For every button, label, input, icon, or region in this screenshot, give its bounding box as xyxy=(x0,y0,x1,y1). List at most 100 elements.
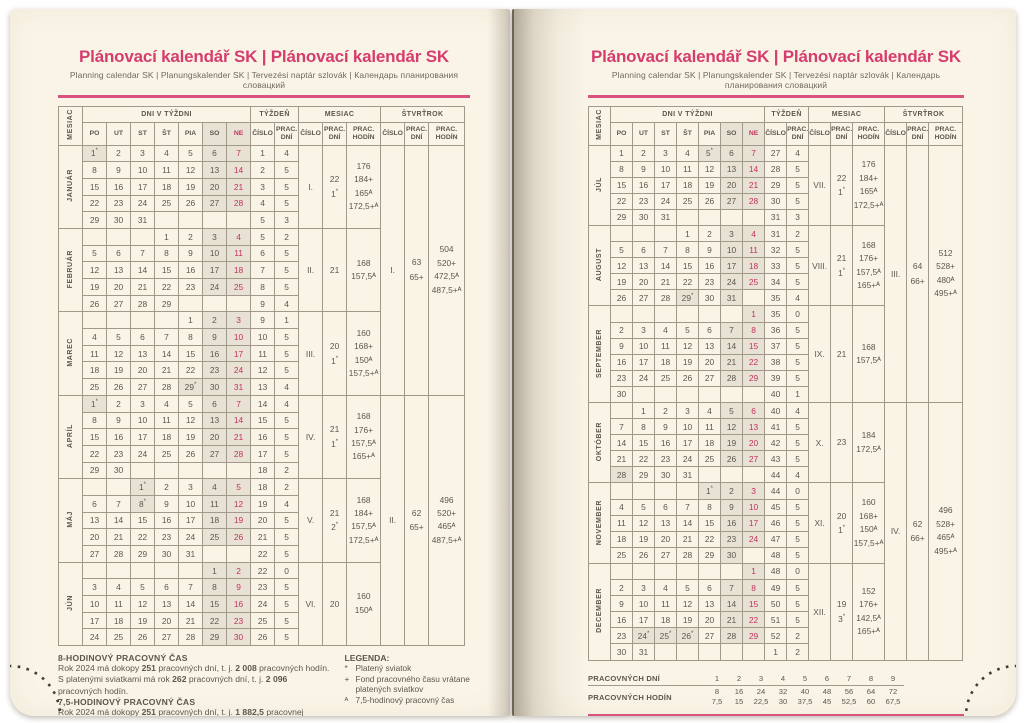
week-workdays: 5 xyxy=(274,428,300,446)
day-cell xyxy=(610,482,633,500)
day-cell: 8 xyxy=(202,578,227,597)
week-workdays: 4 xyxy=(274,494,300,513)
day-cell: 25* xyxy=(654,627,677,645)
day-cell: 23 xyxy=(154,528,179,546)
workhours-label: PRACOVNÝCH HODÍN xyxy=(588,692,672,702)
day-cell: 31 xyxy=(632,643,655,661)
week-workdays: 2 xyxy=(786,627,810,645)
week-workdays: 5 xyxy=(786,257,810,275)
day-cell xyxy=(676,208,699,226)
day-cell: 14 xyxy=(720,595,743,613)
day-cell xyxy=(178,211,203,229)
workdays-value: 6 xyxy=(816,672,838,686)
day-cell: 1 xyxy=(610,144,633,162)
week-number: 1 xyxy=(764,643,788,661)
day-cell: 16 xyxy=(225,595,252,613)
day-cell: 8 xyxy=(741,321,766,339)
week-number: 12 xyxy=(250,361,276,380)
day-cell: 28 xyxy=(106,545,131,563)
month-workhours: 168 184+ 157,5ᴬ 172,5+ᴬ xyxy=(346,478,382,563)
week-workdays: 5 xyxy=(274,444,300,463)
week-workdays: 5 xyxy=(274,194,300,213)
header-sub: ČÍSLO xyxy=(250,121,276,146)
day-cell: 12 xyxy=(130,595,155,613)
week-number: 22 xyxy=(250,561,276,580)
day-cell xyxy=(106,227,131,246)
header-week-group: TÝŽDEŇ xyxy=(764,105,810,123)
month-roman: VIII. xyxy=(808,224,832,307)
day-cell: 7 xyxy=(720,579,743,597)
day-cell: 27 xyxy=(741,450,766,468)
day-cell: 12 xyxy=(178,161,203,179)
day-cell xyxy=(632,385,655,404)
day-cell: 4 xyxy=(698,401,721,420)
day-cell: 20 xyxy=(82,528,107,546)
week-number: 35 xyxy=(764,305,788,323)
week-number: 9 xyxy=(250,311,276,330)
day-cell xyxy=(720,385,743,404)
day-cell xyxy=(610,562,633,581)
day-cell: 28 xyxy=(720,627,743,645)
day-cell: 22 xyxy=(202,611,227,630)
day-cell: 12 xyxy=(106,344,131,363)
week-workdays: 4 xyxy=(274,378,300,396)
day-cell: 20 xyxy=(698,611,721,629)
week-workdays: 5 xyxy=(786,160,810,178)
day-cell: 9 xyxy=(654,418,677,436)
day-cell: 13 xyxy=(632,257,655,275)
day-cell: 12 xyxy=(720,418,743,436)
day-cell: 7 xyxy=(106,494,131,513)
day-cell: 10 xyxy=(202,244,227,263)
day-cell: 6 xyxy=(632,241,655,259)
week-number: 4 xyxy=(250,194,276,213)
week-workdays: 5 xyxy=(274,328,300,346)
workhours-value: 48 45 xyxy=(822,687,832,707)
week-number: 18 xyxy=(250,478,276,496)
day-cell: 17 xyxy=(82,611,107,630)
day-cell: 1 xyxy=(632,401,655,420)
header-sub: ČÍSLO xyxy=(808,121,832,146)
day-cell: 29* xyxy=(178,378,203,396)
day-cell: 1* xyxy=(82,144,107,163)
legend: LEGENDA: * Platený sviatok + Fond pracovnéh… xyxy=(345,653,470,716)
day-cell: 23 xyxy=(632,192,655,210)
day-cell: 29 xyxy=(130,545,155,563)
header-day-po: PO xyxy=(82,121,107,146)
week-workdays: 5 xyxy=(786,546,810,564)
day-cell: 21 xyxy=(741,176,766,194)
quarter-workdays: 63 65+ xyxy=(404,144,430,396)
day-cell: 15 xyxy=(698,514,721,532)
day-cell: 24 xyxy=(225,361,252,380)
day-cell: 4 xyxy=(225,227,252,246)
month-workdays: 21 xyxy=(830,305,854,403)
day-cell: 7 xyxy=(130,244,155,263)
workdays-label: PRACOVNÝCH DNÍ xyxy=(588,672,706,686)
day-cell: 7 xyxy=(178,578,203,597)
day-cell xyxy=(82,311,107,330)
week-workdays: 5 xyxy=(274,344,300,363)
day-cell: 31 xyxy=(720,289,743,307)
week-workdays: 5 xyxy=(786,418,810,436)
day-cell: 23 xyxy=(610,627,633,645)
day-cell: 14 xyxy=(130,261,155,279)
calendar-table-left: MESIAC DNI V TÝŽDNI TÝŽDEŇ MESIAC ŠTVRŤROK PO… xyxy=(58,105,466,647)
legend-symbol: * xyxy=(344,663,348,674)
day-cell: 26 xyxy=(178,444,203,463)
day-cell: 6 xyxy=(82,494,107,513)
day-cell: 28 xyxy=(676,546,699,564)
day-cell: 5 xyxy=(720,401,743,420)
header-sub: ČÍSLO xyxy=(298,121,324,146)
page-right: Plánovací kalendář SK | Plánovací kalend… xyxy=(512,9,1016,716)
day-cell: 26* xyxy=(676,627,699,645)
day-cell: 19 xyxy=(676,611,699,629)
day-cell: 27 xyxy=(698,369,721,387)
day-cell: 14 xyxy=(154,344,179,363)
day-cell: 29 xyxy=(82,211,107,229)
day-cell: 19 xyxy=(698,176,721,194)
day-cell: 22 xyxy=(178,361,203,380)
day-cell: 18 xyxy=(741,257,766,275)
day-cell: 18 xyxy=(654,353,677,371)
header-day-st: ST xyxy=(130,121,155,146)
day-cell xyxy=(676,562,699,581)
day-cell: 4 xyxy=(654,579,677,597)
